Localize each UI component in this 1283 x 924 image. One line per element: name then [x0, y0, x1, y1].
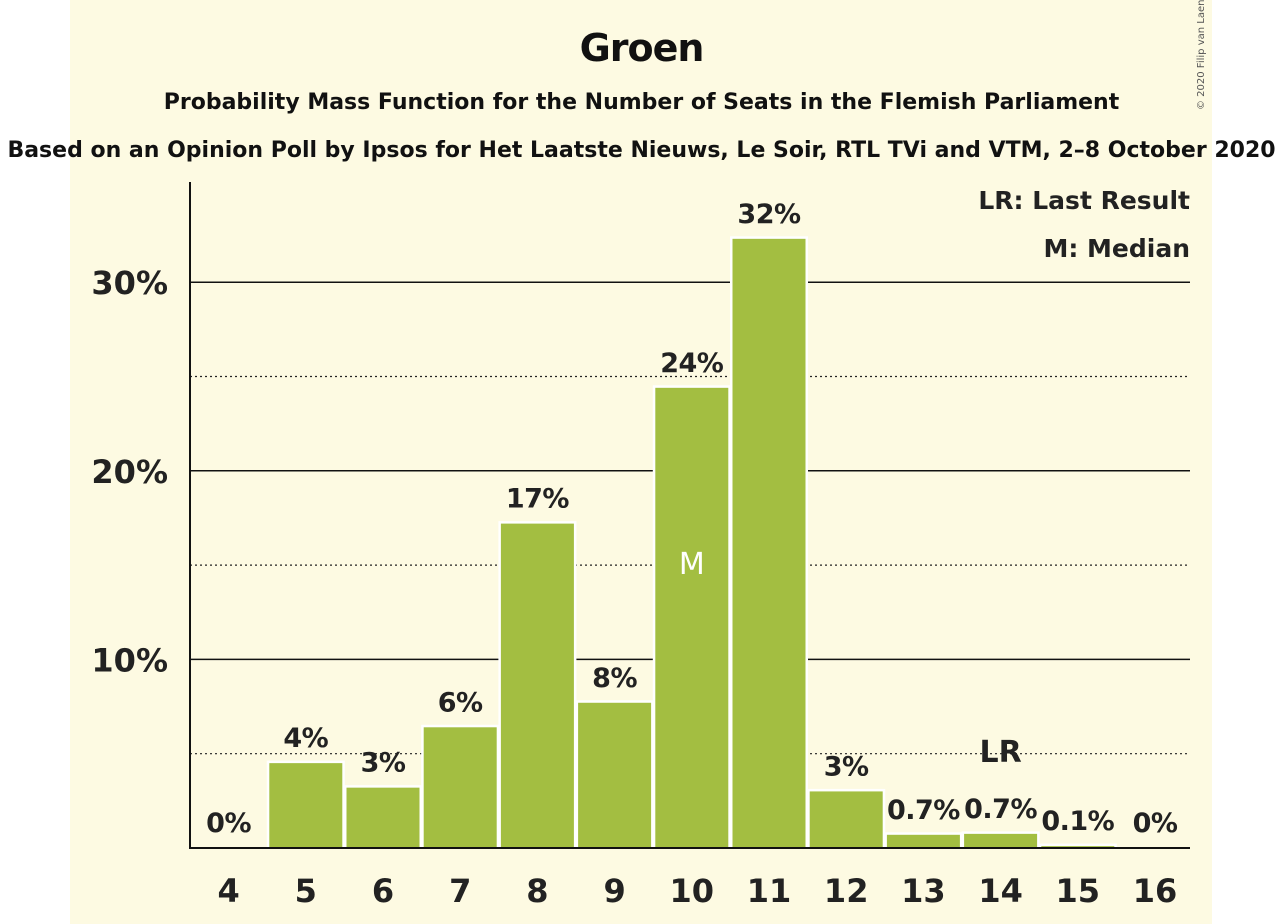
chart-source: Based on an Opinion Poll by Ipsos for He…: [7, 138, 1276, 163]
chart-title: Groen: [579, 26, 705, 70]
x-tick-label: 10: [670, 872, 715, 910]
y-tick-label: 30%: [91, 264, 168, 302]
x-tick-label: 6: [372, 872, 394, 910]
y-tick-label: 10%: [91, 641, 168, 679]
x-tick-label: 15: [1056, 872, 1101, 910]
bar-outline: [1038, 843, 1117, 848]
bar: [886, 834, 960, 848]
data-label: 3%: [824, 751, 869, 782]
bar: [732, 238, 806, 848]
x-tick-label: 7: [449, 872, 471, 910]
x-tick-label: 12: [824, 872, 869, 910]
bar: [809, 791, 883, 848]
data-label: 0%: [1133, 808, 1178, 839]
data-label: 3%: [361, 748, 406, 779]
legend-entry: M: Median: [1043, 234, 1190, 263]
x-tick-label: 5: [295, 872, 317, 910]
x-tick-label: 9: [603, 872, 625, 910]
bar: [269, 763, 343, 848]
median-marker: M: [679, 547, 705, 582]
bar: [964, 833, 1038, 848]
data-label: 4%: [283, 723, 328, 754]
x-tick-label: 4: [217, 872, 239, 910]
data-label: 0%: [206, 808, 251, 839]
data-label: 0.7%: [887, 795, 960, 826]
data-label: 6%: [438, 687, 483, 718]
data-label: 0.7%: [964, 794, 1037, 825]
last-result-marker: LR: [979, 735, 1021, 770]
data-label: 8%: [592, 663, 637, 694]
data-label: 24%: [660, 348, 724, 379]
data-label: 17%: [506, 484, 570, 515]
data-label: 0.1%: [1041, 806, 1114, 837]
x-tick-label: 14: [978, 872, 1023, 910]
x-tick-label: 13: [901, 872, 946, 910]
y-tick-label: 20%: [91, 453, 168, 491]
legend-entry: LR: Last Result: [978, 186, 1190, 215]
x-tick-label: 8: [526, 872, 548, 910]
chart-subtitle: Probability Mass Function for the Number…: [163, 90, 1120, 115]
data-label: 32%: [737, 199, 801, 230]
x-tick-label: 11: [747, 872, 792, 910]
bar: [423, 727, 497, 848]
bar: [655, 387, 729, 848]
bar: [346, 787, 420, 848]
x-tick-label: 16: [1133, 872, 1178, 910]
bar: [578, 702, 652, 848]
bar: [500, 523, 574, 848]
